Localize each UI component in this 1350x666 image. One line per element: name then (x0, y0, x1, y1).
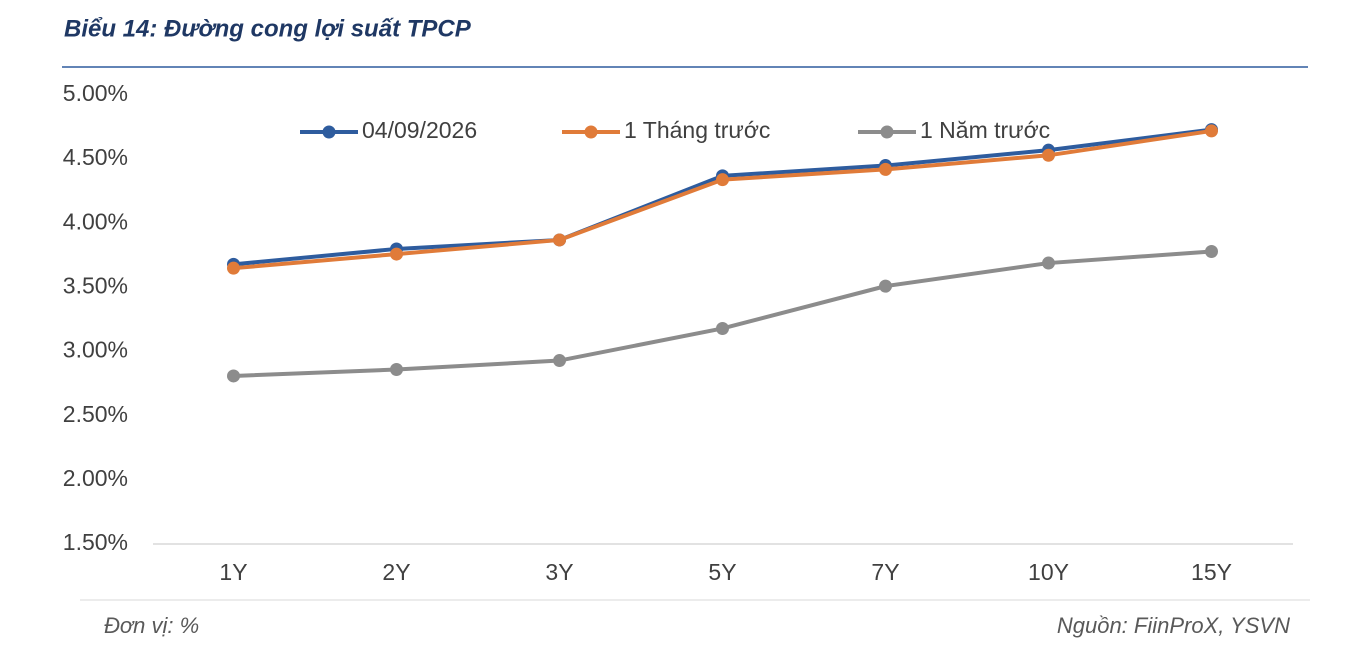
point (879, 279, 892, 293)
x-tick-label: 5Y (708, 559, 736, 585)
point (716, 173, 729, 187)
point (553, 354, 566, 368)
point (227, 369, 240, 383)
x-tick-label: 1Y (219, 559, 247, 585)
note: Đơn vị: % (104, 613, 199, 638)
legend-label: 04/09/2026 (362, 117, 477, 143)
legend-label: 1 Năm trước (920, 117, 1050, 143)
y-tick-label: 4.50% (63, 144, 128, 170)
x-tick-label: 3Y (545, 559, 573, 585)
x-tick-label: 15Y (1191, 559, 1232, 585)
point (1205, 245, 1218, 259)
legend-marker (880, 125, 894, 139)
point (227, 261, 240, 275)
legend-marker (584, 125, 598, 139)
x-tick-label: 2Y (382, 559, 410, 585)
series-line (233, 127, 1212, 267)
y-tick-label: 5.00% (63, 80, 128, 106)
y-tick-label: 2.00% (63, 465, 128, 491)
y-tick-label: 3.50% (63, 273, 128, 299)
point (390, 247, 403, 261)
chart-title: Biểu 14: Đường cong lợi suất TPCP (64, 15, 472, 42)
y-tick-label: 4.00% (63, 208, 128, 234)
y-tick-label: 1.50% (63, 529, 128, 555)
point (716, 321, 729, 335)
point (1205, 124, 1218, 138)
point (553, 233, 566, 247)
legend-label: 1 Tháng trước (624, 117, 770, 143)
x-tick-label: 7Y (871, 559, 899, 585)
point (1042, 256, 1055, 270)
point (1042, 148, 1055, 162)
x-tick-label: 10Y (1028, 559, 1069, 585)
series-line (233, 249, 1212, 378)
point (390, 363, 403, 377)
y-tick-label: 2.50% (63, 401, 128, 427)
source: Nguồn: FiinProX, YSVN (1057, 613, 1290, 638)
legend-marker (322, 125, 336, 139)
series-line (233, 128, 1212, 271)
point (879, 162, 892, 176)
y-tick-label: 3.00% (63, 337, 128, 363)
